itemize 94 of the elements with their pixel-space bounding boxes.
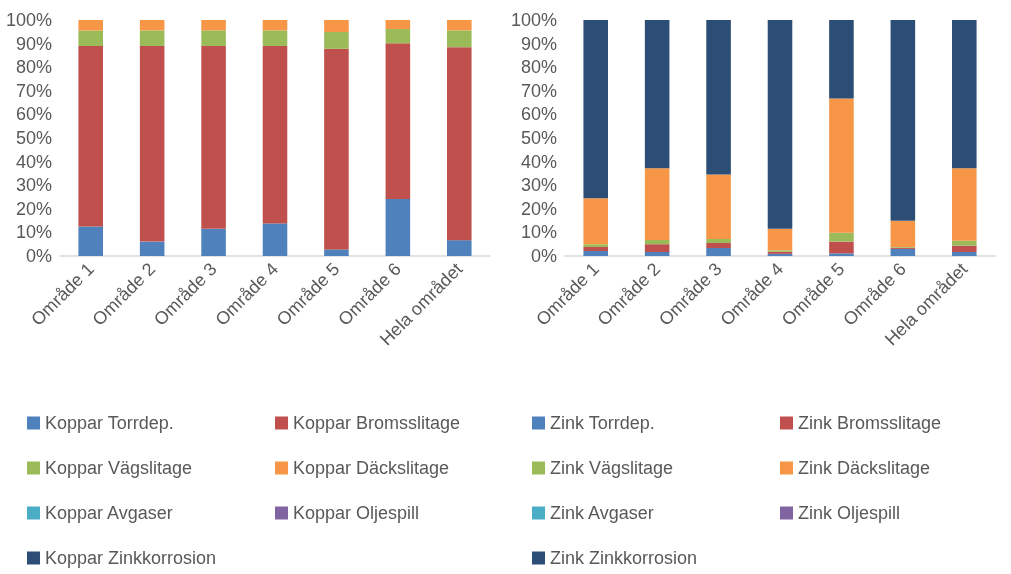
y-tick-label: 30% xyxy=(520,175,557,196)
bar xyxy=(706,243,731,248)
bar xyxy=(201,30,226,46)
bar xyxy=(644,20,670,169)
bar xyxy=(78,20,103,31)
bar xyxy=(952,251,977,256)
bar xyxy=(201,228,226,256)
bar xyxy=(829,20,854,99)
y-tick-label: 50% xyxy=(520,128,557,148)
bar xyxy=(324,48,349,250)
bar xyxy=(447,30,472,48)
bar xyxy=(324,249,349,256)
bar xyxy=(952,245,977,252)
bar xyxy=(829,232,854,242)
y-tick-label: 0% xyxy=(25,246,52,266)
y-tick-label: 100% xyxy=(5,10,52,30)
bar xyxy=(644,244,670,252)
y-tick-label: 100% xyxy=(510,10,557,30)
y-tick-label: 40% xyxy=(15,151,52,172)
bar xyxy=(583,20,608,199)
bar xyxy=(78,226,103,256)
y-tick-label: 80% xyxy=(15,57,52,78)
legend-label: Zink Zinkkorrosion xyxy=(550,548,698,568)
y-tick-label: 30% xyxy=(15,175,52,196)
legend-label: Koppar Avgaser xyxy=(45,503,173,523)
bar xyxy=(706,239,731,244)
bar xyxy=(78,30,103,46)
bar xyxy=(385,199,411,256)
legend-label: Koppar Bromsslitage xyxy=(293,413,461,433)
bar xyxy=(139,45,165,242)
y-tick-label: 90% xyxy=(15,33,52,54)
bar xyxy=(262,223,288,256)
bar xyxy=(890,220,916,248)
bar xyxy=(767,20,793,229)
bar xyxy=(262,20,288,31)
y-tick-label: 60% xyxy=(520,104,557,125)
bar xyxy=(201,45,226,229)
y-tick-label: 10% xyxy=(15,222,52,243)
bar xyxy=(952,20,977,169)
bar xyxy=(385,43,411,200)
bar xyxy=(139,30,165,46)
y-tick-label: 10% xyxy=(520,222,557,243)
y-tick-label: 80% xyxy=(520,57,557,78)
y-tick-label: 0% xyxy=(530,246,557,266)
legend-label: Koppar Oljespill xyxy=(293,503,420,523)
bar xyxy=(262,30,288,46)
bar xyxy=(829,98,854,233)
bar xyxy=(447,47,472,241)
legend-label: Zink Däckslitage xyxy=(798,458,931,478)
bar xyxy=(385,28,411,44)
y-tick-label: 40% xyxy=(520,151,557,172)
y-tick-label: 60% xyxy=(15,104,52,125)
bar xyxy=(447,20,472,31)
legend-label: Koppar Däckslitage xyxy=(293,458,450,478)
bar xyxy=(583,198,608,245)
bar xyxy=(78,45,103,227)
bar xyxy=(829,253,854,256)
bar xyxy=(447,240,472,256)
bar xyxy=(767,228,793,251)
bar xyxy=(583,251,608,256)
bar xyxy=(583,247,608,252)
bar xyxy=(644,251,670,256)
legend-label: Koppar Vägslitage xyxy=(45,458,193,478)
bar xyxy=(706,174,731,240)
bar xyxy=(139,20,165,31)
bar xyxy=(644,168,670,240)
bar xyxy=(644,239,670,245)
bar xyxy=(324,32,349,49)
y-tick-label: 70% xyxy=(520,80,557,101)
legend-label: Zink Avgaser xyxy=(550,503,654,523)
bar xyxy=(262,45,288,224)
bar xyxy=(139,241,165,256)
legend-label: Zink Torrdep. xyxy=(550,413,655,433)
legend-label: Koppar Torrdep. xyxy=(45,413,174,433)
bar xyxy=(829,241,854,254)
bar xyxy=(385,20,411,29)
bar xyxy=(201,20,226,31)
y-tick-label: 20% xyxy=(520,198,557,219)
bar xyxy=(890,248,916,256)
bar xyxy=(952,240,977,246)
legend-label: Zink Vägslitage xyxy=(550,458,674,478)
bar xyxy=(324,20,349,33)
y-tick-label: 90% xyxy=(520,33,557,54)
legend-label: Koppar Zinkkorrosion xyxy=(45,548,217,568)
bar xyxy=(952,168,977,241)
bar xyxy=(583,244,608,248)
bar xyxy=(706,247,731,256)
y-tick-label: 20% xyxy=(15,198,52,219)
bar xyxy=(706,20,731,175)
legend-label: Zink Bromsslitage xyxy=(798,413,942,433)
bar xyxy=(890,20,916,221)
y-tick-label: 70% xyxy=(15,80,52,101)
legend-label: Zink Oljespill xyxy=(798,503,901,523)
y-tick-label: 50% xyxy=(15,128,52,148)
